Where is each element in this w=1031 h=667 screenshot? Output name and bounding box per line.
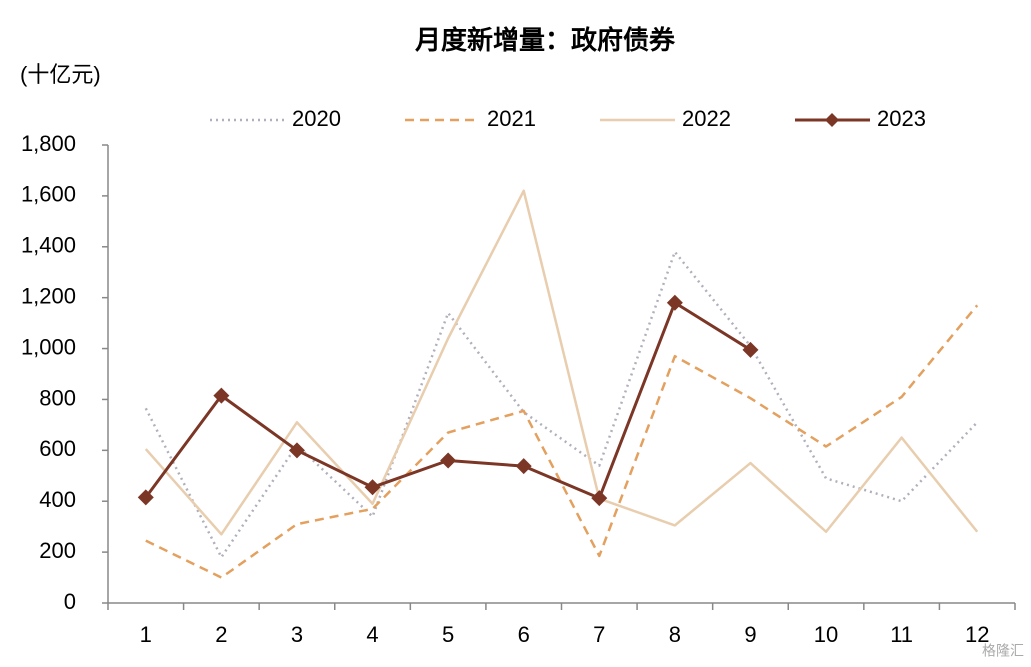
chart-title: 月度新增量：政府债券	[414, 25, 676, 55]
point-marker	[288, 442, 305, 459]
legend-marker	[825, 113, 839, 127]
x-tick-label: 8	[669, 622, 681, 647]
point-marker	[515, 458, 532, 475]
x-tick-label: 2	[215, 622, 227, 647]
y-tick-label: 1,600	[21, 182, 76, 207]
point-marker	[440, 452, 457, 469]
x-tick-label: 4	[366, 622, 378, 647]
x-tick-label: 12	[965, 622, 989, 647]
y-tick-label: 200	[39, 538, 76, 563]
point-marker	[213, 387, 230, 404]
x-tick-label: 1	[140, 622, 152, 647]
point-marker	[666, 294, 683, 311]
point-marker	[742, 341, 759, 358]
legend-label: 2020	[292, 106, 341, 131]
x-tick-label: 10	[814, 622, 838, 647]
y-tick-label: 0	[64, 589, 76, 614]
series-line	[144, 301, 752, 500]
x-tick-label: 7	[593, 622, 605, 647]
x-tick-label: 3	[291, 622, 303, 647]
legend-label: 2021	[487, 106, 536, 131]
x-tick-label: 9	[744, 622, 756, 647]
series-line	[144, 250, 979, 559]
x-tick-label: 6	[518, 622, 530, 647]
x-tick-label: 5	[442, 622, 454, 647]
y-axis-label: (十亿元)	[20, 62, 101, 87]
y-tick-label: 1,200	[21, 283, 76, 308]
y-tick-label: 1,800	[21, 131, 76, 156]
point-marker	[591, 490, 608, 507]
watermark: 格隆汇	[982, 643, 1024, 659]
series-line	[145, 304, 979, 579]
y-tick-label: 400	[39, 487, 76, 512]
y-tick-label: 1,000	[21, 334, 76, 359]
point-marker	[137, 489, 154, 506]
legend-label: 2022	[682, 106, 731, 131]
x-tick-label: 11	[890, 622, 913, 647]
y-tick-label: 1,400	[21, 233, 76, 258]
y-tick-label: 800	[39, 385, 76, 410]
y-tick-label: 600	[39, 436, 76, 461]
point-marker	[364, 479, 381, 496]
legend-label: 2023	[877, 106, 926, 131]
